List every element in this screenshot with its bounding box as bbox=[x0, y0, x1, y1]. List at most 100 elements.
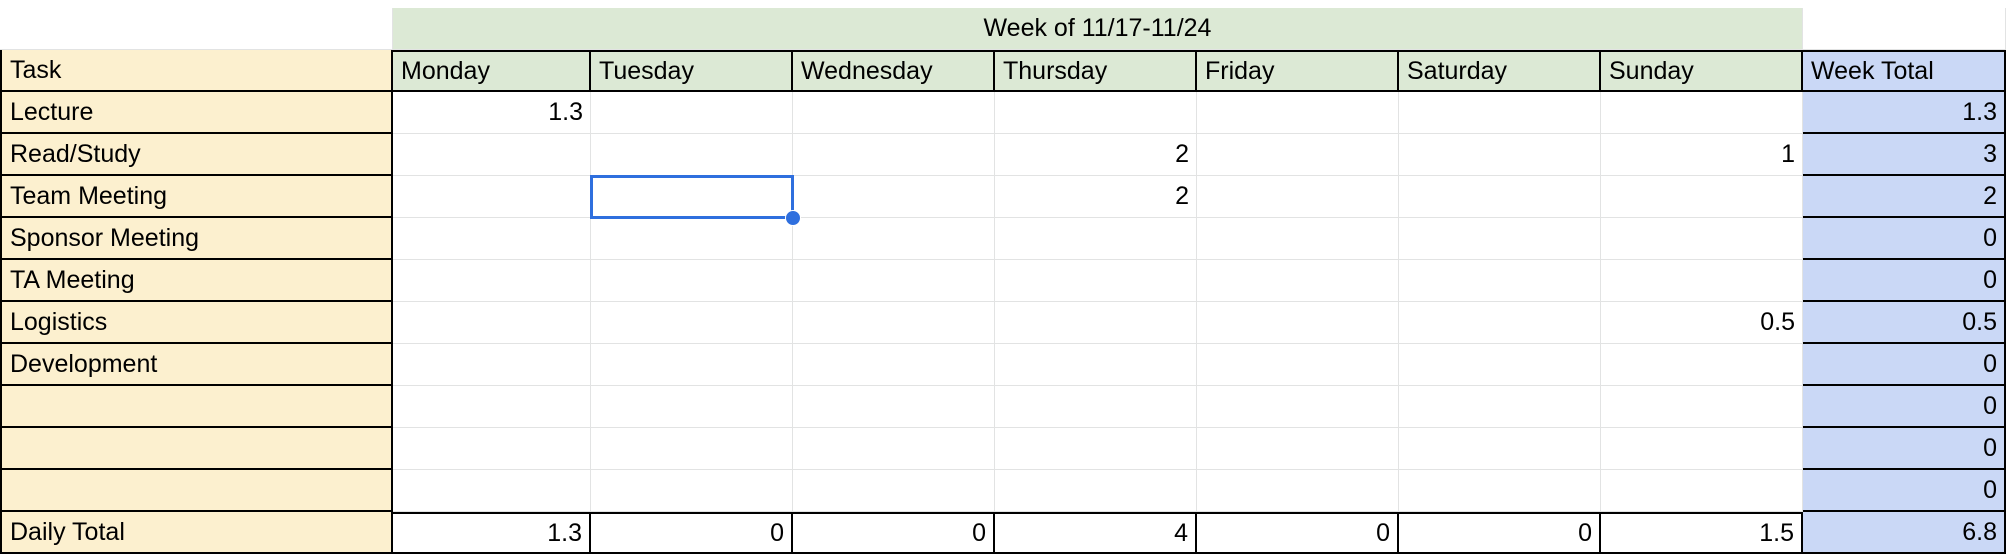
hours-cell[interactable] bbox=[995, 260, 1197, 302]
task-cell[interactable] bbox=[0, 428, 393, 470]
hours-cell[interactable] bbox=[793, 260, 995, 302]
task-cell[interactable]: Sponsor Meeting bbox=[0, 218, 393, 260]
hours-cell[interactable] bbox=[591, 386, 793, 428]
hours-cell[interactable] bbox=[393, 260, 591, 302]
hours-cell[interactable] bbox=[393, 386, 591, 428]
hours-cell[interactable] bbox=[1197, 386, 1399, 428]
hours-cell[interactable] bbox=[393, 218, 591, 260]
hours-cell[interactable] bbox=[591, 470, 793, 512]
column-header-thursday[interactable]: Thursday bbox=[995, 50, 1197, 92]
hours-cell[interactable] bbox=[1197, 92, 1399, 134]
hours-cell[interactable]: 2 bbox=[995, 134, 1197, 176]
week-total-cell[interactable]: 0 bbox=[1803, 218, 2006, 260]
hours-cell[interactable] bbox=[1601, 428, 1803, 470]
hours-cell[interactable] bbox=[1399, 260, 1601, 302]
daily-total-cell[interactable]: 0 bbox=[1197, 512, 1399, 554]
week-total-cell[interactable]: 0 bbox=[1803, 260, 2006, 302]
hours-cell[interactable] bbox=[591, 176, 793, 218]
hours-cell[interactable] bbox=[591, 218, 793, 260]
hours-cell[interactable]: 1 bbox=[1601, 134, 1803, 176]
week-total-cell[interactable]: 2 bbox=[1803, 176, 2006, 218]
hours-cell[interactable] bbox=[793, 428, 995, 470]
hours-cell[interactable] bbox=[393, 428, 591, 470]
hours-cell[interactable] bbox=[393, 176, 591, 218]
fill-handle[interactable] bbox=[785, 210, 801, 226]
hours-cell[interactable] bbox=[1399, 428, 1601, 470]
cell-blank-top-right[interactable] bbox=[1803, 8, 2006, 50]
hours-cell[interactable] bbox=[1399, 218, 1601, 260]
column-header-friday[interactable]: Friday bbox=[1197, 50, 1399, 92]
week-header[interactable]: Week of 11/17-11/24 bbox=[393, 8, 1803, 50]
hours-cell[interactable] bbox=[1399, 470, 1601, 512]
column-header-sunday[interactable]: Sunday bbox=[1601, 50, 1803, 92]
hours-cell[interactable] bbox=[995, 302, 1197, 344]
hours-cell[interactable]: 1.3 bbox=[393, 92, 591, 134]
daily-total-cell[interactable]: 1.3 bbox=[393, 512, 591, 554]
hours-cell[interactable] bbox=[793, 92, 995, 134]
hours-cell[interactable] bbox=[1601, 260, 1803, 302]
hours-cell[interactable] bbox=[995, 92, 1197, 134]
hours-cell[interactable] bbox=[793, 302, 995, 344]
grand-total-cell[interactable]: 6.8 bbox=[1803, 512, 2006, 554]
task-cell[interactable]: Team Meeting bbox=[0, 176, 393, 218]
hours-cell[interactable] bbox=[1601, 176, 1803, 218]
task-cell[interactable] bbox=[0, 470, 393, 512]
hours-cell[interactable] bbox=[393, 470, 591, 512]
column-header-monday[interactable]: Monday bbox=[393, 50, 591, 92]
hours-cell[interactable] bbox=[591, 302, 793, 344]
column-header-week-total[interactable]: Week Total bbox=[1803, 50, 2006, 92]
task-cell[interactable] bbox=[0, 386, 393, 428]
hours-cell[interactable] bbox=[793, 386, 995, 428]
daily-total-cell[interactable]: 0 bbox=[793, 512, 995, 554]
column-header-saturday[interactable]: Saturday bbox=[1399, 50, 1601, 92]
hours-cell[interactable] bbox=[1399, 344, 1601, 386]
week-total-cell[interactable]: 0 bbox=[1803, 470, 2006, 512]
hours-cell[interactable] bbox=[1601, 470, 1803, 512]
hours-cell[interactable] bbox=[393, 344, 591, 386]
task-cell[interactable]: Development bbox=[0, 344, 393, 386]
hours-cell[interactable] bbox=[995, 218, 1197, 260]
daily-total-cell[interactable]: 4 bbox=[995, 512, 1197, 554]
hours-cell[interactable] bbox=[995, 470, 1197, 512]
hours-cell[interactable] bbox=[591, 134, 793, 176]
week-total-cell[interactable]: 1.3 bbox=[1803, 92, 2006, 134]
daily-total-cell[interactable]: 0 bbox=[1399, 512, 1601, 554]
week-total-cell[interactable]: 0 bbox=[1803, 344, 2006, 386]
hours-cell[interactable] bbox=[793, 176, 995, 218]
column-header-task[interactable]: Task bbox=[0, 50, 393, 92]
hours-cell[interactable] bbox=[1197, 176, 1399, 218]
hours-cell[interactable] bbox=[1399, 302, 1601, 344]
hours-cell[interactable] bbox=[591, 260, 793, 302]
daily-total-cell[interactable]: 0 bbox=[591, 512, 793, 554]
week-total-cell[interactable]: 0.5 bbox=[1803, 302, 2006, 344]
hours-cell[interactable] bbox=[1197, 344, 1399, 386]
cell-blank-top-left[interactable] bbox=[0, 8, 393, 50]
hours-cell[interactable] bbox=[1601, 344, 1803, 386]
hours-cell[interactable] bbox=[1399, 176, 1601, 218]
hours-cell[interactable] bbox=[995, 386, 1197, 428]
hours-cell[interactable] bbox=[393, 134, 591, 176]
hours-cell[interactable] bbox=[591, 344, 793, 386]
hours-cell[interactable] bbox=[1197, 428, 1399, 470]
task-cell[interactable]: Lecture bbox=[0, 92, 393, 134]
hours-cell[interactable] bbox=[995, 428, 1197, 470]
hours-cell[interactable] bbox=[393, 302, 591, 344]
hours-cell[interactable] bbox=[1399, 134, 1601, 176]
hours-cell[interactable] bbox=[995, 344, 1197, 386]
daily-total-cell[interactable]: 1.5 bbox=[1601, 512, 1803, 554]
hours-cell[interactable] bbox=[1399, 386, 1601, 428]
week-total-cell[interactable]: 0 bbox=[1803, 386, 2006, 428]
hours-cell[interactable] bbox=[591, 428, 793, 470]
hours-cell[interactable] bbox=[793, 218, 995, 260]
hours-cell[interactable] bbox=[793, 470, 995, 512]
hours-cell[interactable] bbox=[1197, 470, 1399, 512]
hours-cell[interactable] bbox=[1197, 134, 1399, 176]
hours-cell[interactable] bbox=[1601, 92, 1803, 134]
hours-cell[interactable] bbox=[793, 344, 995, 386]
hours-cell[interactable]: 2 bbox=[995, 176, 1197, 218]
task-cell[interactable]: TA Meeting bbox=[0, 260, 393, 302]
task-cell[interactable]: Logistics bbox=[0, 302, 393, 344]
column-header-wednesday[interactable]: Wednesday bbox=[793, 50, 995, 92]
task-cell[interactable]: Read/Study bbox=[0, 134, 393, 176]
hours-cell[interactable] bbox=[1197, 302, 1399, 344]
